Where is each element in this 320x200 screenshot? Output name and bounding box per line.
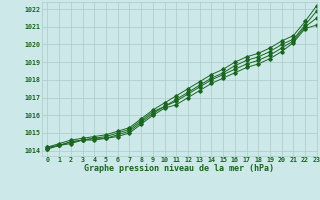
X-axis label: Graphe pression niveau de la mer (hPa): Graphe pression niveau de la mer (hPa) [84, 164, 274, 173]
